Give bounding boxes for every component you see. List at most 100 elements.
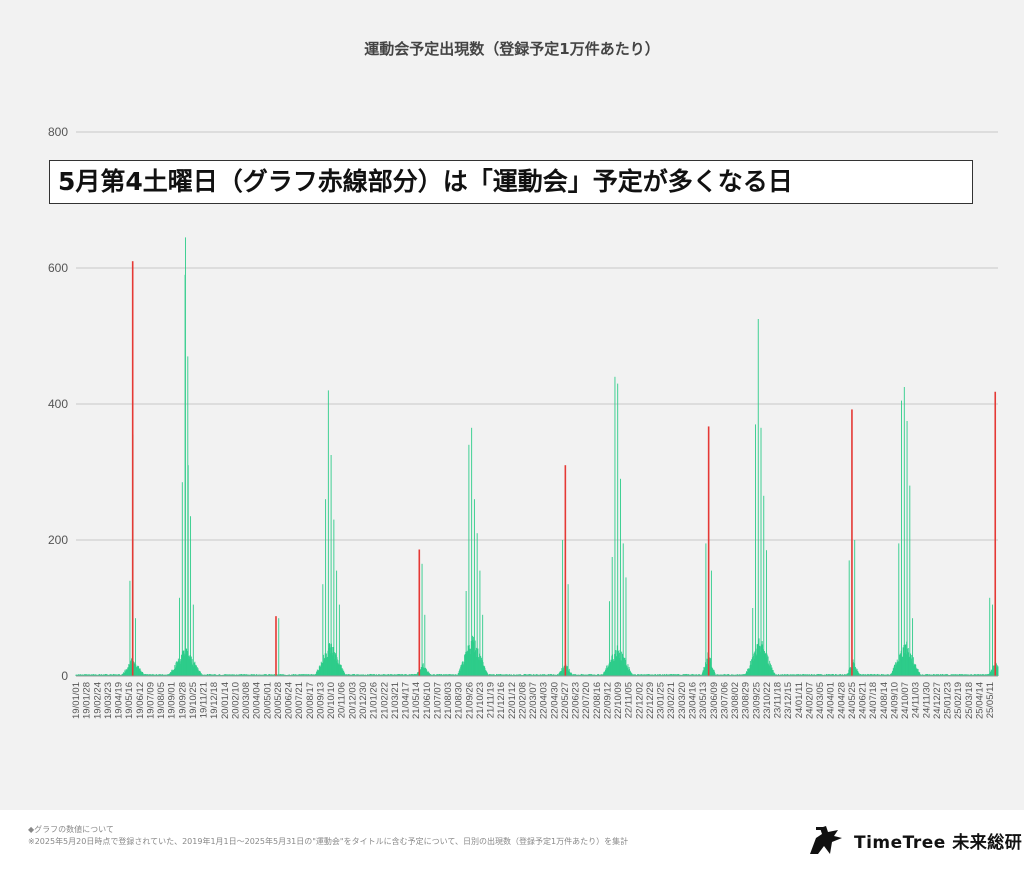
x-tick-label: 19/07/09 bbox=[145, 682, 156, 719]
bar bbox=[219, 674, 221, 676]
bar bbox=[437, 674, 439, 676]
bar bbox=[848, 560, 850, 676]
x-tick-label: 23/01/25 bbox=[656, 682, 667, 719]
x-tick-label: 22/07/20 bbox=[581, 682, 592, 719]
bar bbox=[589, 673, 591, 676]
bar bbox=[962, 674, 964, 676]
bar bbox=[985, 674, 987, 676]
bar bbox=[997, 666, 999, 676]
bar bbox=[489, 674, 491, 676]
x-tick-label: 21/05/14 bbox=[411, 682, 422, 719]
bar bbox=[968, 674, 969, 676]
x-tick-label: 22/12/02 bbox=[634, 682, 645, 719]
bar bbox=[330, 455, 332, 676]
bar bbox=[817, 673, 819, 676]
bar bbox=[192, 604, 194, 676]
bar bbox=[84, 674, 86, 676]
bar bbox=[766, 550, 767, 676]
x-tick-label: 19/09/01 bbox=[167, 682, 178, 719]
bar bbox=[129, 580, 131, 676]
bar bbox=[256, 674, 258, 676]
bar bbox=[445, 674, 447, 676]
y-tick-label: 200 bbox=[48, 533, 68, 547]
bar bbox=[210, 674, 212, 676]
x-tick-label: 19/08/05 bbox=[156, 682, 167, 719]
bar bbox=[181, 482, 183, 676]
bar bbox=[567, 584, 569, 676]
bar bbox=[906, 421, 908, 676]
bar bbox=[625, 577, 627, 676]
bar bbox=[548, 674, 550, 676]
bar bbox=[529, 674, 531, 676]
bar bbox=[325, 499, 327, 676]
bar bbox=[714, 672, 716, 676]
bar bbox=[322, 584, 324, 676]
bar bbox=[774, 673, 776, 676]
bar bbox=[190, 516, 192, 676]
x-axis-ticks: 19/01/01 19/01/28 19/02/24 19/03/23 19/04/19… bbox=[71, 682, 996, 719]
bar bbox=[562, 540, 564, 676]
bar bbox=[493, 674, 495, 676]
bar bbox=[309, 674, 311, 676]
callout-annotation: 5月第4土曜日（グラフ赤線部分）は「運動会」予定が多くなる日 bbox=[49, 160, 973, 204]
bar bbox=[371, 674, 373, 676]
bar bbox=[378, 674, 380, 676]
x-tick-label: 19/02/24 bbox=[92, 682, 103, 719]
x-tick-label: 21/03/21 bbox=[390, 682, 401, 719]
bar bbox=[763, 495, 765, 676]
bar bbox=[405, 674, 407, 676]
bar bbox=[424, 614, 426, 676]
bar bbox=[909, 485, 911, 676]
bar bbox=[370, 674, 372, 676]
bar bbox=[254, 674, 256, 676]
bar bbox=[735, 674, 737, 676]
x-tick-label: 22/08/16 bbox=[592, 682, 603, 719]
x-tick-label: 22/01/12 bbox=[507, 682, 518, 719]
note-title: ◆グラフの数値について bbox=[28, 825, 114, 834]
x-tick-label: 19/06/12 bbox=[135, 682, 146, 719]
bar bbox=[492, 674, 493, 676]
x-tick-label: 20/06/24 bbox=[284, 682, 295, 719]
y-tick-label: 800 bbox=[48, 125, 68, 139]
x-tick-label: 23/11/18 bbox=[773, 682, 784, 718]
bar bbox=[266, 674, 267, 676]
bar bbox=[611, 557, 613, 676]
bar bbox=[383, 674, 384, 676]
bar bbox=[110, 674, 112, 676]
bar bbox=[465, 591, 467, 676]
bar bbox=[471, 427, 473, 676]
bar bbox=[696, 674, 698, 676]
bar bbox=[519, 674, 521, 676]
bar bbox=[727, 674, 728, 676]
x-tick-label: 20/10/10 bbox=[326, 682, 337, 719]
x-tick-label: 24/06/21 bbox=[858, 682, 869, 719]
footer: ◆グラフの数値について ※2025年5月20日時点で登録されていた、2019年1… bbox=[0, 810, 1024, 871]
bar bbox=[281, 674, 283, 676]
bar bbox=[752, 608, 754, 676]
x-tick-label: 23/04/16 bbox=[688, 682, 699, 719]
x-tick-label: 25/01/23 bbox=[943, 682, 954, 719]
bar bbox=[710, 570, 712, 676]
bar bbox=[229, 674, 231, 676]
y-tick-label: 600 bbox=[48, 261, 68, 275]
bar bbox=[686, 674, 688, 676]
bar bbox=[920, 674, 922, 676]
x-tick-label: 25/02/19 bbox=[953, 682, 964, 719]
timetree-bird-logo-icon bbox=[810, 826, 842, 854]
x-tick-label: 20/04/04 bbox=[252, 682, 263, 719]
x-tick-label: 20/01/14 bbox=[220, 682, 231, 719]
x-tick-label: 23/09/25 bbox=[751, 682, 762, 719]
bar bbox=[207, 674, 209, 676]
bar bbox=[551, 674, 553, 676]
x-tick-label: 22/10/09 bbox=[613, 682, 624, 719]
highlight-bar bbox=[564, 465, 567, 676]
x-tick-label: 22/05/27 bbox=[560, 682, 571, 719]
bar bbox=[187, 465, 189, 676]
bar bbox=[662, 674, 664, 676]
bar bbox=[357, 674, 359, 676]
x-tick-label: 24/04/28 bbox=[836, 682, 847, 719]
x-tick-label: 20/05/28 bbox=[273, 682, 284, 719]
highlight-bar bbox=[418, 549, 421, 676]
bar bbox=[622, 543, 624, 676]
